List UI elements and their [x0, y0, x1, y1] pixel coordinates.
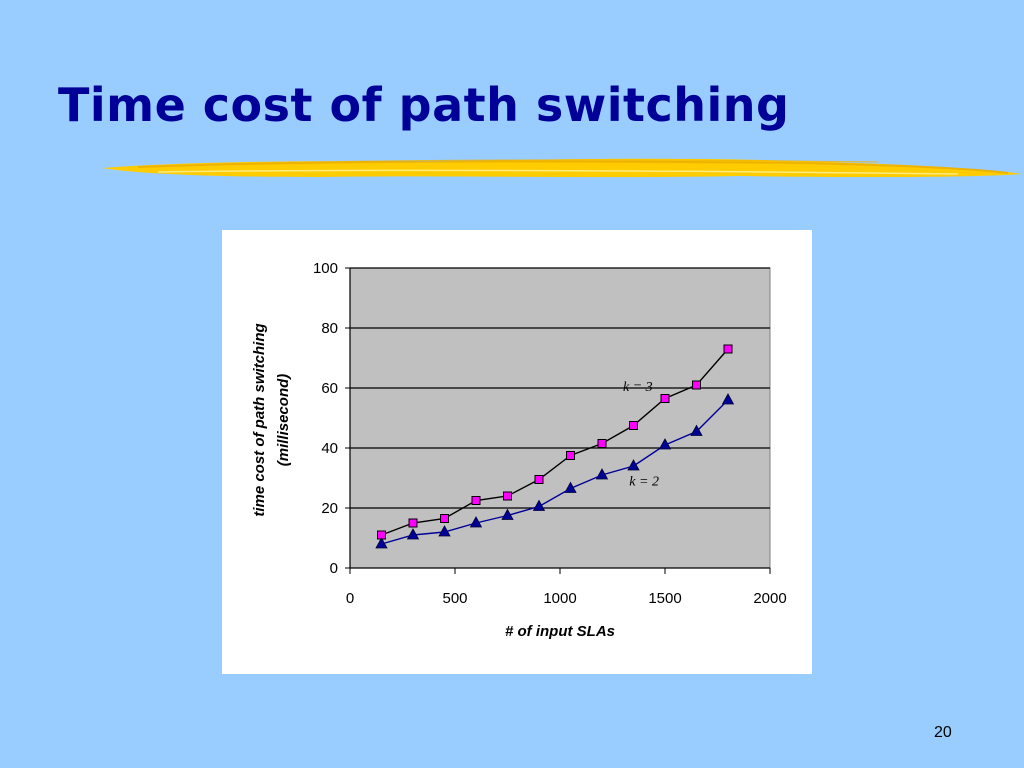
y-axis-label-line2: (millisecond) — [275, 374, 292, 467]
point-triangle-1 — [406, 528, 420, 540]
point-square-8 — [629, 421, 638, 430]
chart-panel: 0 20 40 60 80 100 0 500 1000 1500 2000 k = 3 k = 2… — [222, 230, 812, 674]
point-triangle-2 — [438, 525, 451, 537]
plot-area — [349, 267, 771, 569]
x-axis-ticks: 0 500 1000 1500 2000 — [346, 567, 787, 607]
series-line-1 — [381, 399, 729, 545]
point-square-4 — [503, 491, 512, 501]
point-square-6 — [566, 451, 575, 460]
series-markers — [375, 344, 735, 549]
point-triangle-3 — [469, 516, 483, 528]
series-labels: k = 3 k = 2 — [623, 380, 659, 490]
y-tick-label-60: 60 — [321, 380, 338, 397]
series-line-0 — [381, 348, 729, 536]
y-tick-label-100: 100 — [313, 260, 338, 277]
series-label-1: k = 2 — [629, 475, 659, 490]
point-square-3 — [471, 496, 481, 505]
point-triangle-6 — [564, 481, 577, 493]
x-tick-label-1000: 1000 — [543, 590, 576, 607]
x-tick-label-0: 0 — [346, 590, 354, 607]
x-axis-label: # of input SLAs — [505, 623, 615, 640]
y-tick-label-40: 40 — [321, 440, 338, 457]
point-triangle-4 — [501, 508, 514, 520]
y-axis-ticks: 0 20 40 60 80 100 — [313, 260, 351, 577]
point-square-10 — [692, 380, 701, 390]
y-tick-label-80: 80 — [321, 320, 338, 337]
y-axis-label-line1: time cost of path switching — [251, 323, 268, 516]
point-square-11 — [723, 344, 733, 354]
point-square-7 — [597, 439, 607, 448]
y-tick-label-0: 0 — [330, 560, 338, 577]
point-triangle-5 — [532, 499, 546, 511]
x-tick-label-2000: 2000 — [753, 590, 786, 607]
series-lines — [381, 348, 729, 545]
point-triangle-10 — [690, 424, 703, 436]
point-triangle-11 — [721, 393, 735, 405]
point-triangle-0 — [375, 537, 388, 549]
point-triangle-7 — [595, 468, 609, 480]
series-label-0: k = 3 — [623, 380, 653, 395]
x-tick-label-1500: 1500 — [648, 590, 681, 607]
x-tick-label-500: 500 — [442, 590, 467, 607]
point-square-2 — [440, 514, 449, 523]
point-square-1 — [408, 518, 418, 528]
page-number: 20 — [934, 724, 952, 741]
point-square-9 — [660, 394, 670, 403]
y-tick-label-20: 20 — [321, 500, 338, 517]
gridlines — [350, 267, 770, 509]
point-triangle-8 — [627, 459, 640, 471]
slide-title: Time cost of path switching — [58, 78, 790, 132]
title-underline-brushstroke — [102, 158, 1022, 178]
point-triangle-9 — [658, 438, 672, 450]
line-chart: 0 20 40 60 80 100 0 500 1000 1500 2000 k = 3 k = 2… — [251, 260, 787, 640]
point-square-5 — [534, 475, 544, 484]
